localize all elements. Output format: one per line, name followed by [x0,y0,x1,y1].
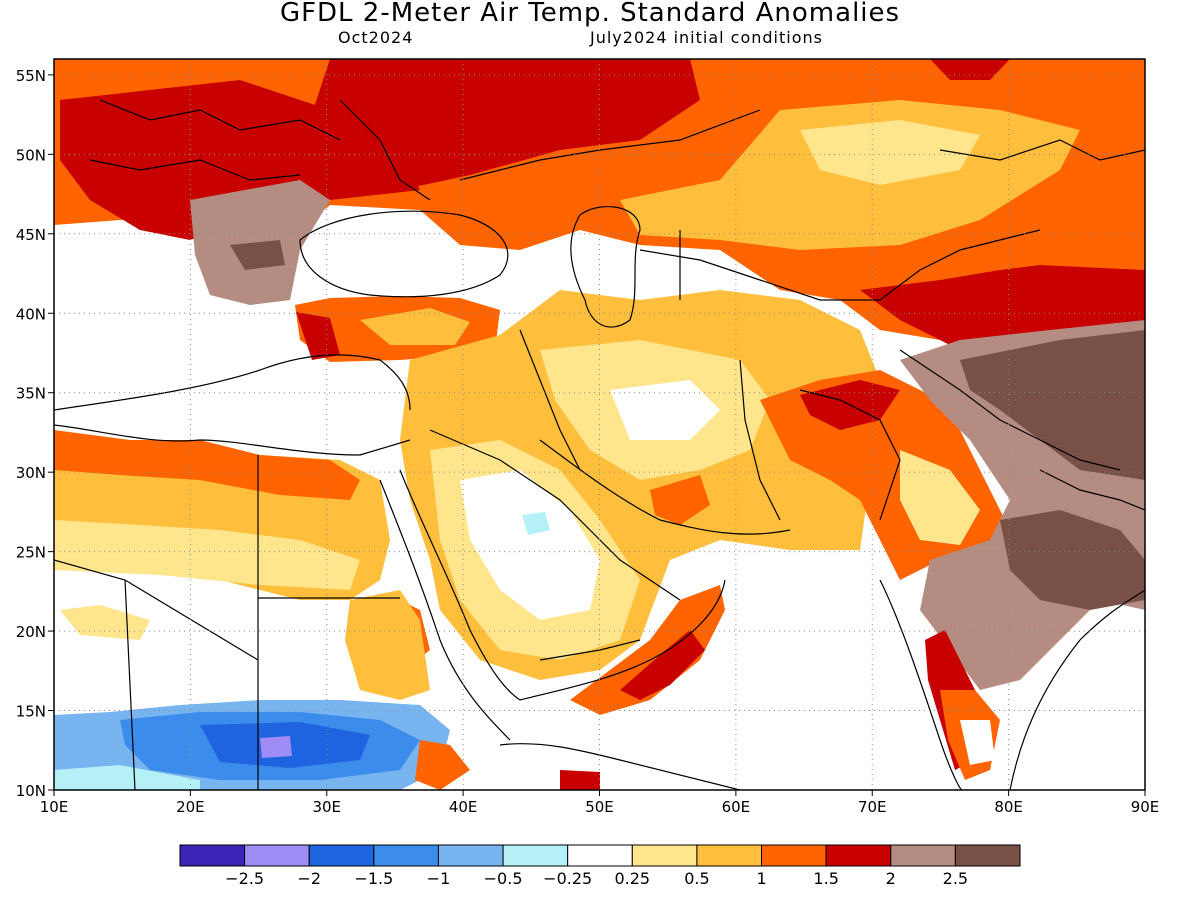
anomaly-region-pakistan-lightyellow [900,450,980,545]
colorbar-swatch-3 [373,844,439,867]
colorbar-swatch-8 [696,844,763,867]
coastline-black-sea [299,210,509,298]
anomaly-region-north-africa-orange [54,430,360,500]
colorbar-label-0: −2.5 [225,869,264,888]
anomaly-region-sahel-lightcyan [54,765,200,790]
tick-label-lat-45N: 45N [16,226,46,244]
tick-label-lat-30N: 30N [16,464,46,482]
anomaly-region-balkans-darkbrown [230,240,285,270]
anomaly-region-arabia-white [460,470,600,620]
tick-label-lat-35N: 35N [16,385,46,403]
gridlines [54,59,1145,790]
border-afghanistan-pakistan [799,389,901,521]
tick-label-lon-40E: 40E [449,798,478,816]
border-africa-diagonal [54,559,259,661]
coastline-india-east [1009,589,1145,790]
anomaly-region-sahel-purple [260,736,292,758]
tick-label-lon-90E: 90E [1131,798,1160,816]
border-europe-1 [99,99,341,141]
coastline-north-africa [54,424,411,456]
tick-label-lon-70E: 70E [858,798,887,816]
tick-label-lon-30E: 30E [312,798,341,816]
anomaly-region-south-india-white [960,720,995,765]
tick-label-lon-60E: 60E [722,798,751,816]
anomaly-region-oman-orange [570,585,725,715]
tick-label-lat-50N: 50N [16,146,46,164]
coastline-gulf-of-aden [499,743,741,790]
tick-label-lon-20E: 20E [176,798,205,816]
anomaly-region-iran-white [610,380,720,440]
colorbar-swatch-6 [567,844,633,867]
coastline-arabia-south [519,579,726,701]
colorbar-label-7: 0.5 [684,869,709,888]
colorbar-label-6: 0.25 [614,869,650,888]
tick-label-lat-40N: 40N [16,305,46,323]
colorbar-label-8: 1 [756,869,766,888]
anomaly-region-kazakh-lightyellow [800,120,980,185]
map-title: GFDL 2-Meter Air Temp. Standard Anomalie… [279,0,901,28]
border-europe-2 [89,159,301,181]
border-iraq-iran [519,329,581,471]
border-africa-vertical-2 [124,579,136,790]
colorbar-label-10: 2 [886,869,896,888]
coastline-india-west [879,579,963,790]
border-china-west [879,229,1041,301]
colorbar-swatch-0 [179,844,246,867]
anomaly-region-horn-red [560,770,600,790]
border-iran-afghanistan [739,359,781,521]
tick-label-lat-20N: 20N [16,623,46,641]
colorbar-swatch-12 [954,844,1021,867]
anomaly-region-north-africa-lightyellow [54,520,360,590]
anomaly-region-gulf-orange [650,475,710,525]
tick-label-lat-10N: 10N [16,782,46,800]
tick-label-lat-15N: 15N [16,703,46,721]
colorbar-label-3: −1 [427,869,451,888]
anomaly-region-tibet-darkbrown [960,330,1145,480]
tick-label-lon-10E: 10E [40,798,69,816]
colorbar-label-9: 1.5 [813,869,838,888]
border-arabia-interior [429,429,681,601]
anomaly-region-turkey-red [296,312,340,360]
coastline-mediterranean-north [54,354,411,411]
colorbar-swatch-5 [502,844,569,867]
colorbar-label-11: 2.5 [943,869,968,888]
colorbar: −2.5 −2 −1.5 −1 −0.5 −0.25 0.25 0.5 1 1.5 2 2.5 [179,844,1021,888]
anomaly-region-central-india-darkbrown [1000,510,1145,610]
colorbar-swatch-11 [890,844,956,867]
border-himalaya [899,349,1121,471]
colorbar-swatch-7 [631,844,698,867]
coastline-red-sea-west [379,479,511,741]
axis-ticks: 10E 20E 30E 40E 50E 60E 70E 80E 90E 55N 50N 45N 40N 3… [16,67,1160,816]
coastline-caspian-sea [570,206,641,328]
tick-label-lat-25N: 25N [16,544,46,562]
tick-label-lon-80E: 80E [994,798,1023,816]
coastline-persian-gulf [539,439,791,535]
anomaly-region-horn-orange [415,740,470,790]
border-china-mongolia [939,139,1145,161]
initial-conditions-label: July2024 initial conditions [590,28,823,47]
border-russia-ukraine [339,99,431,201]
colorbar-label-1: −2 [297,869,321,888]
coastline-red-sea-east [399,469,521,701]
anomaly-region-sudan-yellow [345,590,430,700]
tick-label-lon-50E: 50E [585,798,614,816]
country-borders [54,99,1145,790]
tick-label-lat-55N: 55N [16,67,46,85]
colorbar-swatch-1 [244,844,310,867]
anomaly-region-arabia-lightcyan [522,512,550,535]
anomaly-region-turkey-yellow [360,308,470,345]
colorbar-swatch-2 [308,844,375,867]
colorbar-label-2: −1.5 [354,869,393,888]
border-india-nepal [1039,469,1145,511]
colorbar-swatch-10 [825,844,892,867]
colorbar-label-5: −0.25 [543,869,592,888]
colorbar-swatch-4 [437,844,504,867]
anomaly-region-oman-red [620,630,705,700]
colorbar-swatch-9 [761,844,827,867]
colorbar-label-4: −0.5 [484,869,523,888]
forecast-month-label: Oct2024 [338,28,414,47]
